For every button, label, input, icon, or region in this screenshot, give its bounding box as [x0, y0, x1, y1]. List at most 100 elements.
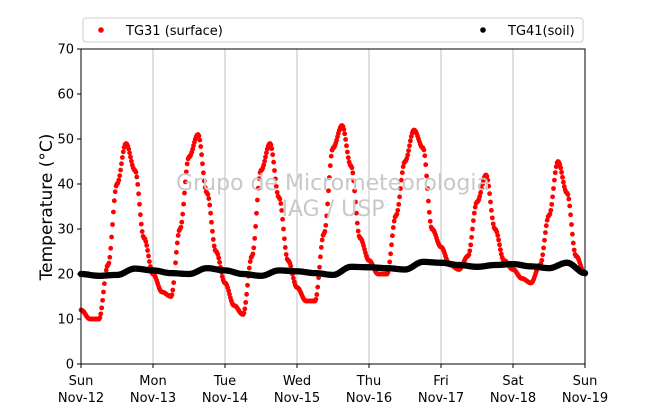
- interp-point: [117, 173, 123, 179]
- y-axis-title: Temperature (°C): [37, 134, 57, 282]
- interp-point: [477, 194, 483, 199]
- interp-point: [282, 245, 288, 250]
- y-tick-label: 40: [57, 178, 74, 193]
- interp-point: [390, 225, 396, 230]
- interp-point: [183, 179, 188, 185]
- x-tick-label-day: Mon: [139, 374, 166, 389]
- interp-point: [552, 170, 558, 176]
- x-tick-label-date: Nov-12: [58, 391, 104, 406]
- interp-point: [567, 203, 573, 209]
- interp-point: [202, 185, 208, 190]
- interp-point: [111, 198, 117, 204]
- interp-point: [279, 208, 285, 213]
- interp-point: [268, 142, 274, 148]
- interp-point: [171, 280, 177, 285]
- interp-point: [407, 143, 412, 149]
- interp-point: [424, 173, 429, 179]
- interp-point: [405, 152, 411, 158]
- interp-point: [201, 178, 207, 184]
- interp-point: [206, 196, 212, 201]
- interp-point: [138, 221, 144, 227]
- interp-point: [497, 242, 502, 248]
- series-tg41: [77, 258, 589, 279]
- interp-point: [560, 174, 565, 180]
- interp-point: [291, 275, 296, 281]
- interp-point: [394, 211, 400, 217]
- interp-point: [569, 222, 574, 227]
- interp-point: [197, 137, 203, 143]
- interp-point: [134, 174, 140, 180]
- interp-point: [253, 224, 258, 229]
- interp-point: [241, 310, 247, 316]
- interp-point: [97, 315, 103, 321]
- plot-area: [77, 123, 589, 322]
- watermark: Grupo de Micrometeorologia IAG / USP: [176, 171, 490, 222]
- interp-point: [273, 183, 279, 189]
- interp-point: [282, 236, 287, 242]
- interp-point: [178, 224, 184, 230]
- interp-point: [112, 189, 118, 195]
- interp-point: [353, 199, 358, 205]
- interp-point: [313, 296, 319, 302]
- interp-point: [252, 235, 258, 241]
- interp-point: [262, 158, 267, 164]
- interp-point: [471, 218, 476, 224]
- interp-point: [324, 213, 330, 219]
- y-tick-label: 20: [57, 268, 74, 283]
- interp-point: [398, 186, 403, 191]
- interp-point: [111, 209, 116, 215]
- interp-point: [543, 230, 548, 236]
- interp-point: [543, 223, 549, 229]
- interp-point: [426, 209, 432, 215]
- interp-point: [558, 165, 564, 171]
- interp-point: [315, 284, 321, 290]
- interp-point: [184, 161, 190, 167]
- interp-point: [107, 254, 113, 260]
- x-tick-label-date: Nov-16: [346, 391, 392, 406]
- series-tg31: [78, 123, 588, 322]
- interp-point: [170, 287, 176, 293]
- interp-point: [571, 247, 577, 253]
- interp-point: [135, 182, 141, 187]
- interp-point: [565, 192, 571, 197]
- interp-point: [352, 188, 357, 194]
- interp-point: [317, 264, 322, 270]
- interp-point: [389, 242, 394, 248]
- interp-point: [467, 248, 473, 254]
- interp-point: [288, 263, 294, 269]
- interp-point: [118, 167, 123, 173]
- interp-point: [387, 259, 393, 265]
- interp-point: [327, 175, 332, 180]
- interp-point: [480, 181, 485, 187]
- interp-point: [319, 237, 325, 243]
- interp-point: [487, 191, 492, 197]
- interp-point: [466, 252, 472, 258]
- interp-point: [138, 212, 143, 218]
- y-tick-label: 10: [57, 313, 74, 328]
- interp-point: [568, 212, 573, 218]
- legend-marker-tg31: [98, 27, 104, 33]
- interp-point: [137, 201, 142, 207]
- interp-point: [250, 251, 256, 257]
- interp-point: [101, 289, 106, 295]
- interp-point: [425, 186, 430, 191]
- interp-point: [180, 211, 186, 217]
- x-tick-label-day: Sun: [573, 374, 598, 389]
- x-tick-label-date: Nov-19: [562, 391, 608, 406]
- y-tick-label: 50: [57, 133, 74, 148]
- interp-point: [278, 201, 284, 206]
- x-tick-label-day: Tue: [213, 374, 236, 389]
- interp-point: [216, 255, 222, 261]
- interp-point: [103, 267, 109, 273]
- interp-point: [127, 150, 132, 156]
- interp-point: [274, 189, 280, 195]
- x-tick-label-date: Nov-13: [130, 391, 176, 406]
- interp-point: [325, 201, 330, 207]
- interp-point: [207, 202, 213, 208]
- interp-point: [251, 245, 257, 251]
- interp-point: [244, 291, 250, 297]
- interp-point: [391, 218, 397, 224]
- interp-point: [200, 161, 205, 167]
- interp-point: [119, 161, 124, 167]
- watermark-line-2: IAG / USP: [282, 197, 385, 222]
